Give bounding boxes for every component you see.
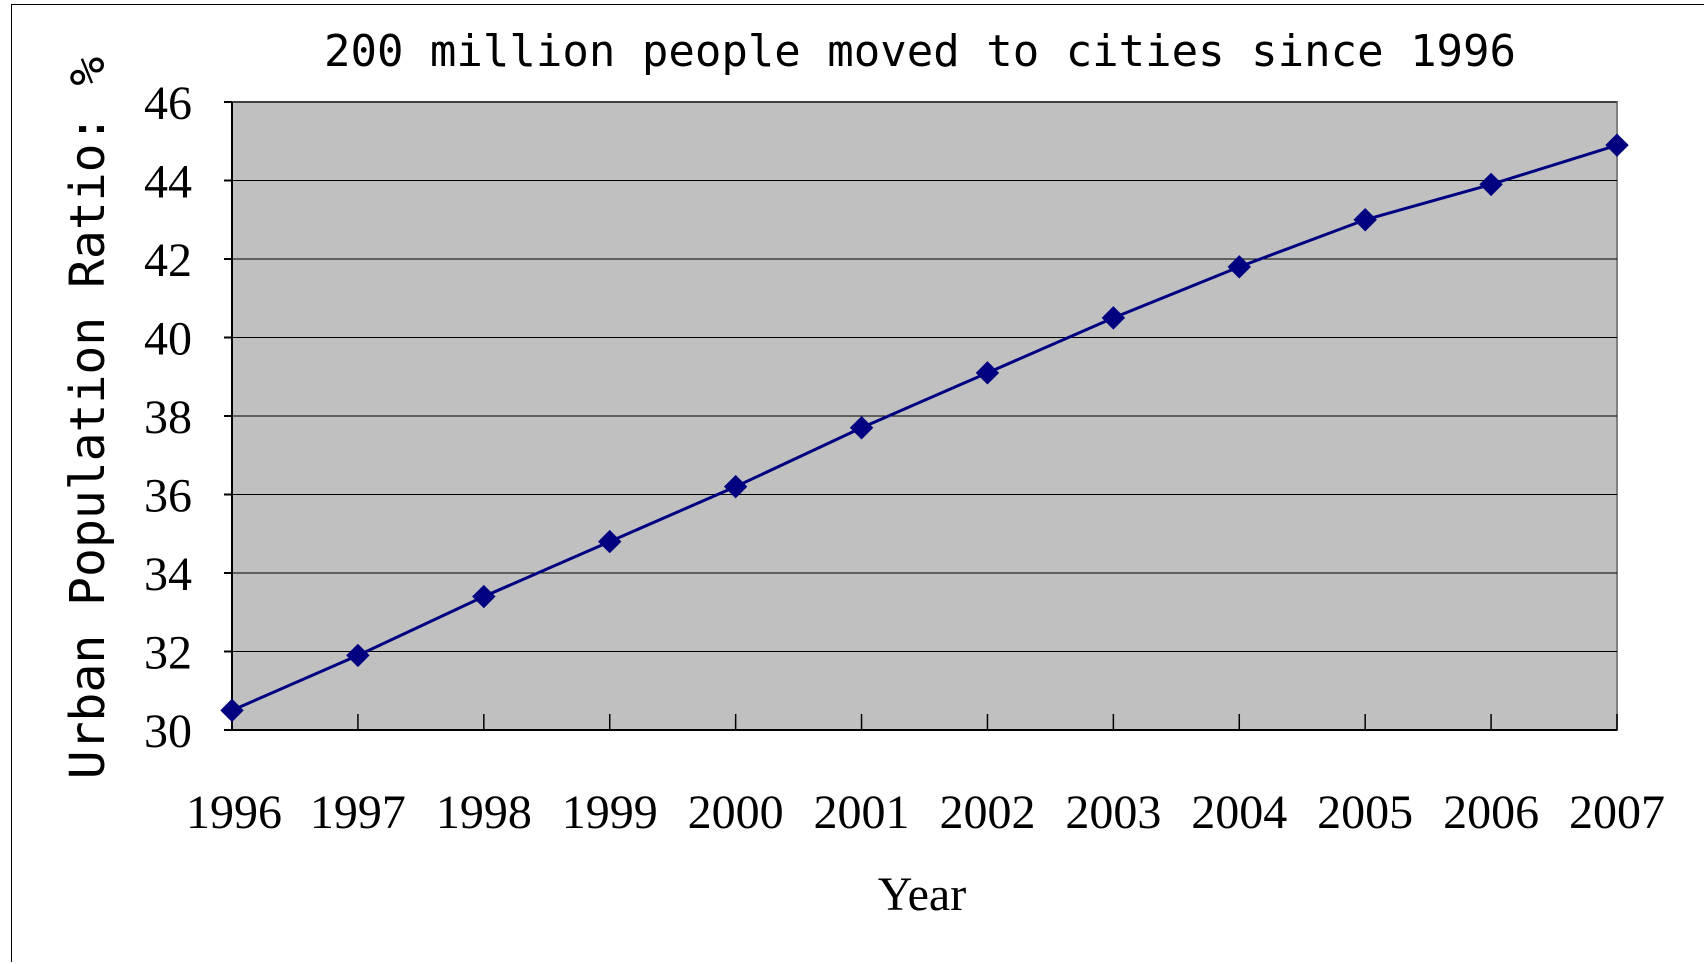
y-tick-label: 30 <box>144 705 192 758</box>
data-point-marker <box>1605 133 1629 157</box>
x-tick-label: 2007 <box>1569 786 1665 839</box>
x-axis-ticks <box>231 714 1618 730</box>
y-tick-label: 34 <box>144 548 192 601</box>
chart-title: 200 million people moved to cities since… <box>324 26 1516 77</box>
series-line <box>231 143 1618 712</box>
y-axis-tick-labels: 30 32 34 36 38 40 42 44 46 <box>144 77 232 758</box>
series-layer <box>220 133 1629 723</box>
x-tick-label: 2006 <box>1443 786 1539 839</box>
x-tick-label: 1999 <box>562 786 658 839</box>
y-tick-label: 38 <box>144 391 192 444</box>
gridlines <box>231 101 1617 731</box>
y-axis-title: Urban Population Ratio: % <box>60 57 116 780</box>
data-point-marker <box>723 474 748 499</box>
chart-frame <box>11 4 1704 962</box>
x-tick-label: 2001 <box>814 786 910 839</box>
y-tick-label: 46 <box>144 77 192 130</box>
data-point-marker <box>1353 208 1377 232</box>
x-tick-label: 1996 <box>186 786 282 839</box>
x-axis-title: Year <box>878 868 966 921</box>
data-point-marker <box>1479 172 1503 197</box>
data-point-marker <box>975 361 1000 385</box>
data-point-marker <box>1101 306 1126 330</box>
x-tick-label: 2000 <box>688 786 784 839</box>
x-axis-tick-labels: 1996 1997 1998 1999 2000 2001 2002 2003 2004 2005… <box>186 786 1665 839</box>
data-point-marker <box>472 584 496 609</box>
x-tick-label: 1997 <box>310 786 406 839</box>
data-point-marker <box>598 529 622 554</box>
data-point-marker <box>1227 255 1251 279</box>
y-tick-label: 36 <box>144 470 192 523</box>
data-point-marker <box>346 643 370 668</box>
data-point-marker <box>849 416 874 440</box>
y-tick-label: 42 <box>144 234 192 287</box>
x-tick-label: 1998 <box>436 786 532 839</box>
y-tick-label: 32 <box>144 627 192 680</box>
y-tick-label: 40 <box>144 313 192 366</box>
x-tick-label: 2002 <box>939 786 1035 839</box>
y-tick-label: 44 <box>144 156 192 209</box>
x-tick-label: 2005 <box>1317 786 1413 839</box>
x-tick-label: 2003 <box>1065 786 1161 839</box>
x-tick-label: 2004 <box>1191 786 1287 839</box>
data-point-marker <box>220 698 244 723</box>
